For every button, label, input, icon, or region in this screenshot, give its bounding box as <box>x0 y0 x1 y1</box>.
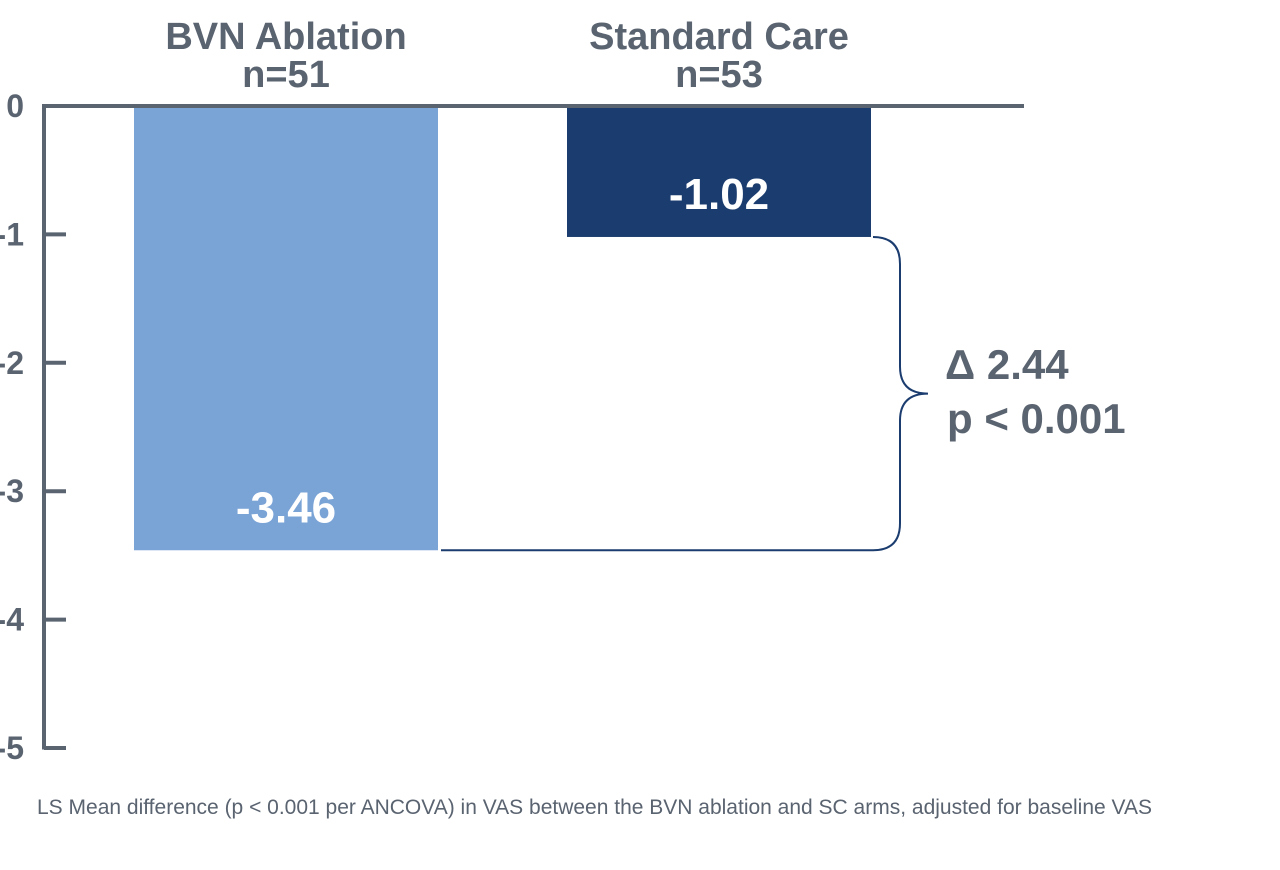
bars <box>134 106 871 551</box>
y-tick-label: -5 <box>0 730 24 766</box>
bar-value-labels: -3.46 -1.02 <box>236 170 769 532</box>
category-label: Standard Care <box>589 16 849 58</box>
difference-brace <box>872 235 929 552</box>
y-axis: 0 -1 -2 -3 -4 -5 <box>0 88 66 766</box>
category-sample-size: n=51 <box>242 54 330 96</box>
delta-annotation: Δ 2.44 <box>945 341 1069 388</box>
bar-value-label: -3.46 <box>236 483 336 532</box>
footnote: LS Mean difference (p < 0.001 per ANCOVA… <box>37 796 1152 819</box>
y-tick-label: -1 <box>0 216 24 252</box>
category-label: BVN Ablation <box>165 16 406 58</box>
y-tick-label: -2 <box>0 345 24 381</box>
y-tick-label: -3 <box>0 473 24 509</box>
bar-value-label: -1.02 <box>669 170 769 219</box>
category-sample-size: n=53 <box>675 54 763 96</box>
bar-2 <box>567 106 871 237</box>
y-tick-label: 0 <box>6 88 24 124</box>
y-tick-label: -4 <box>0 602 24 638</box>
bar-1 <box>134 106 438 551</box>
p-value-annotation: p < 0.001 <box>947 395 1126 442</box>
